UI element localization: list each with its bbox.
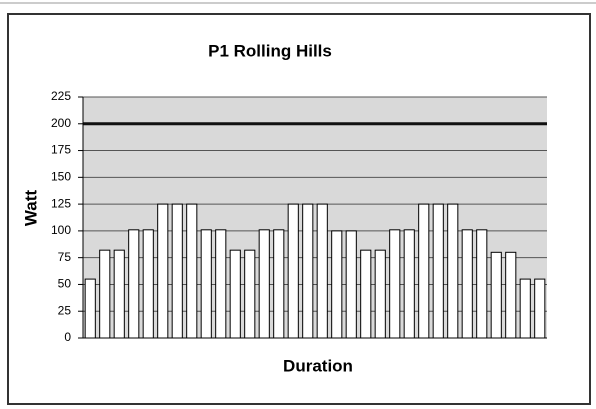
bar xyxy=(113,249,125,339)
y-tick-label: 50 xyxy=(58,277,72,291)
bar xyxy=(505,251,517,339)
y-tick-label: 75 xyxy=(58,250,72,264)
bar xyxy=(273,229,285,339)
bar xyxy=(490,251,502,339)
bar xyxy=(534,278,546,339)
y-axis-label: Watt xyxy=(21,190,40,227)
bar xyxy=(360,249,372,339)
y-tick-label: 100 xyxy=(51,223,71,237)
bar xyxy=(186,203,198,339)
y-tick-label: 175 xyxy=(51,143,71,157)
bar xyxy=(229,249,241,339)
bar xyxy=(432,203,444,339)
bar xyxy=(316,203,328,339)
y-tick-label: 0 xyxy=(64,330,71,344)
bar xyxy=(84,278,96,339)
bar xyxy=(200,229,212,339)
bar xyxy=(345,230,357,339)
bar xyxy=(171,203,183,339)
bar xyxy=(215,229,227,339)
y-tick-label: 125 xyxy=(51,196,71,210)
bar xyxy=(403,229,415,339)
chart-title: P1 Rolling Hills xyxy=(208,41,332,60)
bar xyxy=(389,229,401,339)
y-tick-label: 225 xyxy=(51,89,71,103)
x-axis-label: Duration xyxy=(283,356,353,375)
bar xyxy=(244,249,256,339)
bar xyxy=(302,203,314,339)
y-tick-label: 150 xyxy=(51,170,71,184)
y-tick-label: 25 xyxy=(58,303,72,317)
bar xyxy=(99,249,111,339)
bar xyxy=(157,203,169,339)
bar xyxy=(519,278,531,339)
bar xyxy=(142,229,154,339)
bar xyxy=(374,249,386,339)
bar xyxy=(258,229,270,339)
bar xyxy=(287,203,299,339)
bar xyxy=(418,203,430,339)
bar xyxy=(331,230,343,339)
y-tick-label: 200 xyxy=(51,116,71,130)
bar xyxy=(447,203,459,339)
bar xyxy=(128,229,140,339)
bar xyxy=(461,229,473,339)
bar xyxy=(476,229,488,339)
